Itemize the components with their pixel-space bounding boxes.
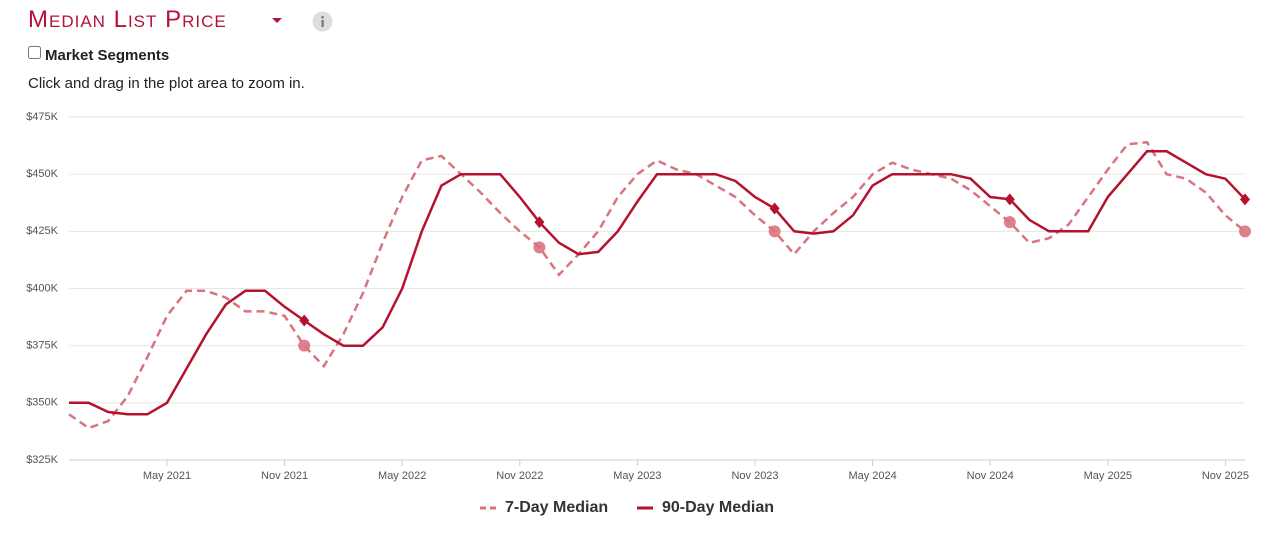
y-tick-label: $325K [26,454,58,466]
dropdown-caret[interactable] [272,18,282,24]
point-marker [768,225,781,238]
point-marker [533,241,546,254]
checkbox[interactable] [28,46,41,59]
title[interactable]: Median List Price [28,6,227,33]
point-marker [1003,216,1016,229]
x-tick-label: Nov 2022 [496,470,543,482]
series-line [69,150,1246,416]
point-marker [1240,193,1250,206]
x-tick-label: Nov 2024 [967,470,1014,482]
y-tick-label: $375K [26,340,58,352]
y-tick-label: $400K [26,282,58,294]
x-tick-label: May 2022 [378,470,426,482]
point-marker [769,202,780,215]
x-tick-label: May 2023 [613,470,661,482]
y-tick-label: $425K [26,225,58,237]
checkbox-label: Market Segments [45,47,170,64]
market-segments[interactable]: Market Segments [28,46,169,64]
x-tick-label: Nov 2025 [1202,470,1249,482]
x-tick-label: Nov 2023 [731,470,778,482]
legend-label: 7-Day Median [505,499,608,516]
y-tick-label: $450K [26,168,58,180]
chart[interactable]: $325K $350K $375K $400K $425K $450K $475K May 2… [0,100,1280,535]
x-tick-label: Nov 2021 [261,470,308,482]
x-tick-label: May 2024 [848,470,896,482]
x-tick-label: May 2025 [1084,470,1132,482]
legend-label: 90-Day Median [662,499,774,516]
point-marker [1004,193,1015,206]
point-marker [1239,225,1251,238]
y-tick-label: $350K [26,397,58,409]
hint: Click and drag in the plot area to zoom … [28,75,305,92]
series-line [68,140,1246,430]
point-marker [534,216,545,229]
point-marker [299,314,310,327]
y-tick-label: $475K [26,111,58,123]
x-tick-label: May 2021 [143,470,191,482]
info-icon[interactable] [312,11,333,32]
point-marker [298,339,311,352]
